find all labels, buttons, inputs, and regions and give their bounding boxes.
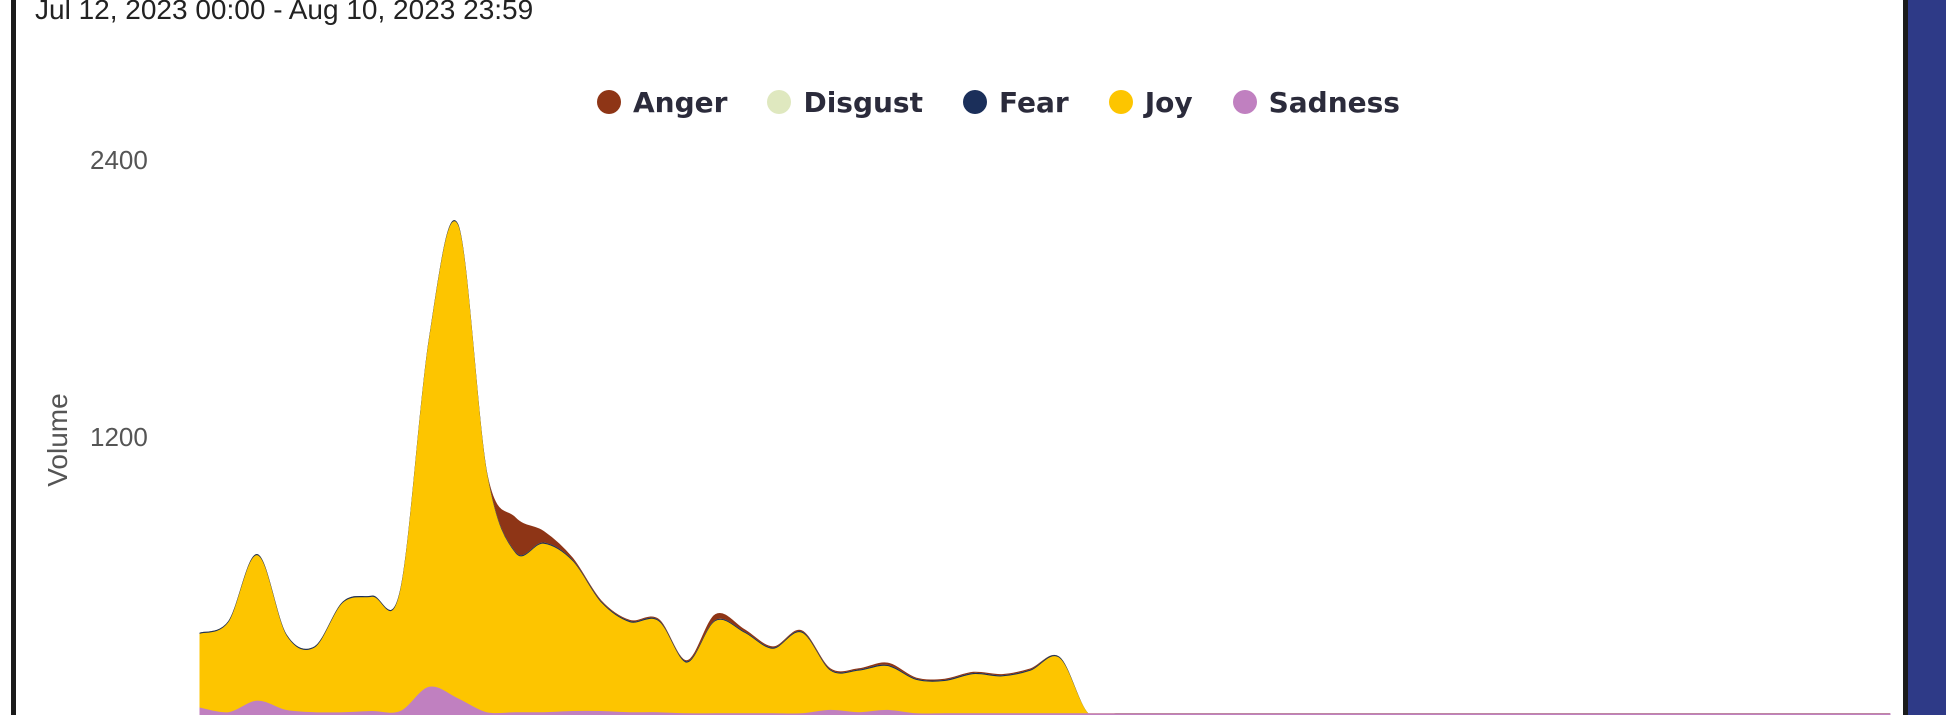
legend-label-disgust: Disgust — [803, 85, 923, 119]
legend-swatch-disgust — [767, 90, 792, 114]
side-panel — [1908, 0, 1946, 715]
legend-swatch-joy — [1108, 90, 1133, 114]
legend-item-disgust[interactable]: Disgust — [767, 86, 923, 119]
card-left-border — [11, 0, 16, 715]
legend-swatch-fear — [963, 90, 987, 114]
legend-label-joy: Joy — [1144, 85, 1193, 119]
legend-label-sadness: Sadness — [1268, 85, 1400, 119]
area-series-joy[interactable] — [199, 221, 1891, 715]
y-tick-label-2400: 2400 — [90, 145, 148, 175]
legend-label-fear: Fear — [999, 85, 1069, 119]
legend-label-anger: Anger — [633, 85, 728, 119]
area-series-sadness[interactable] — [199, 686, 1891, 715]
y-tick-label-1200: 1200 — [90, 422, 148, 452]
legend-item-joy[interactable]: Joy — [1108, 85, 1193, 119]
legend-swatch-anger — [597, 90, 621, 114]
card-right-border — [1903, 0, 1908, 715]
legend-item-anger[interactable]: Anger — [597, 86, 727, 119]
chart-legend: Anger Disgust Fear Joy Sadness — [597, 80, 1440, 124]
legend-item-fear[interactable]: Fear — [963, 86, 1069, 119]
legend-item-sadness[interactable]: Sadness — [1232, 85, 1400, 119]
area-series-group — [199, 220, 1891, 715]
legend-swatch-sadness — [1232, 90, 1257, 114]
date-range-label: Jul 12, 2023 00:00 - Aug 10, 2023 23:59 — [35, 0, 534, 25]
